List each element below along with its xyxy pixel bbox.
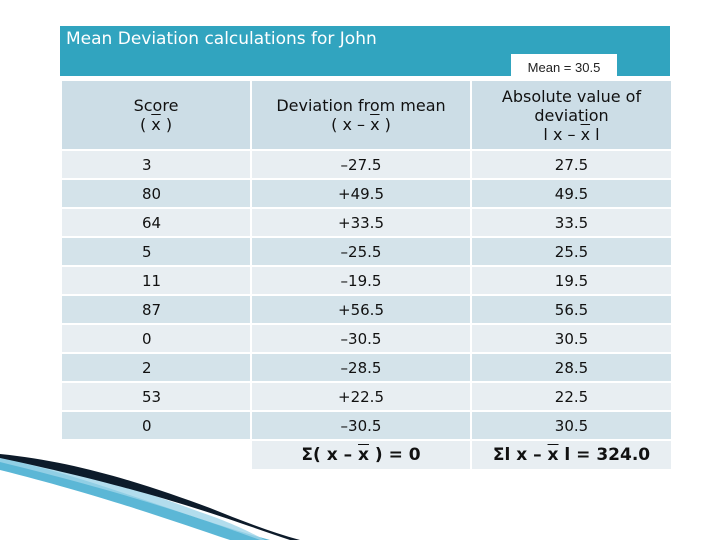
absolute-deviation-cell: 30.5 <box>470 410 673 441</box>
score-cell: 87 <box>60 294 252 325</box>
slide-title: Mean Deviation calculations for John <box>66 29 377 49</box>
deviation-cell: +56.5 <box>250 294 472 325</box>
header-score-symbol: ( x ) <box>139 115 173 134</box>
absolute-deviation-cell: 33.5 <box>470 207 673 238</box>
table-row: 5 –25.5 25.5 <box>60 236 673 267</box>
table-row: 53 +22.5 22.5 <box>60 381 673 412</box>
header-absolute-symbol: l x – x l <box>543 124 600 144</box>
table-row: 0 –30.5 30.5 <box>60 323 673 354</box>
sum-blank-cell <box>60 439 252 471</box>
title-bar: Mean Deviation calculations for John Mea… <box>60 26 670 81</box>
score-cell: 11 <box>60 265 252 296</box>
deviation-cell: +22.5 <box>250 381 472 412</box>
mean-label: Mean = 30.5 <box>511 54 617 81</box>
score-cell: 0 <box>60 410 252 441</box>
absolute-deviation-cell: 28.5 <box>470 352 673 383</box>
table-row: 11 –19.5 19.5 <box>60 265 673 296</box>
deviation-cell: –19.5 <box>250 265 472 296</box>
score-cell: 5 <box>60 236 252 267</box>
absolute-deviation-cell: 27.5 <box>470 149 673 180</box>
score-cell: 64 <box>60 207 252 238</box>
absolute-deviation-cell: 30.5 <box>470 323 673 354</box>
mean-deviation-table: Score ( x ) Deviation from mean ( x – x … <box>60 79 673 471</box>
table-header-row: Score ( x ) Deviation from mean ( x – x … <box>60 79 673 151</box>
header-deviation-label: Deviation from mean <box>276 96 446 115</box>
deviation-cell: –30.5 <box>250 323 472 354</box>
table-row: 80 +49.5 49.5 <box>60 178 673 209</box>
decorative-wave <box>0 454 300 540</box>
deviation-cell: –25.5 <box>250 236 472 267</box>
deviation-cell: –30.5 <box>250 410 472 441</box>
score-cell: 53 <box>60 381 252 412</box>
score-cell: 80 <box>60 178 252 209</box>
deviation-cell: +33.5 <box>250 207 472 238</box>
header-score-label: Score <box>133 96 179 115</box>
table-row: 64 +33.5 33.5 <box>60 207 673 238</box>
deviation-cell: –27.5 <box>250 149 472 180</box>
absolute-deviation-cell: 49.5 <box>470 178 673 209</box>
absolute-deviation-cell: 56.5 <box>470 294 673 325</box>
absolute-deviation-cell: 22.5 <box>470 381 673 412</box>
absolute-deviation-cell: 25.5 <box>470 236 673 267</box>
deviation-cell: –28.5 <box>250 352 472 383</box>
header-deviation-symbol: ( x – x ) <box>331 115 391 134</box>
score-cell: 2 <box>60 352 252 383</box>
header-absolute-label: Absolute value of deviation <box>501 86 642 125</box>
table-row: 87 +56.5 56.5 <box>60 294 673 325</box>
sum-deviation-cell: Σ( x – x ) = 0 <box>250 439 472 471</box>
score-cell: 0 <box>60 323 252 354</box>
header-absolute: Absolute value of deviation l x – x l <box>470 79 673 151</box>
header-deviation: Deviation from mean ( x – x ) <box>250 79 472 151</box>
table-row: 0 –30.5 30.5 <box>60 410 673 441</box>
score-cell: 3 <box>60 149 252 180</box>
table-row: 3 –27.5 27.5 <box>60 149 673 180</box>
absolute-deviation-cell: 19.5 <box>470 265 673 296</box>
sum-absolute-cell: Σl x – x l = 324.0 <box>470 439 673 471</box>
table-row: 2 –28.5 28.5 <box>60 352 673 383</box>
header-score: Score ( x ) <box>60 79 252 151</box>
sum-row: Σ( x – x ) = 0 Σl x – x l = 324.0 <box>60 439 673 471</box>
deviation-cell: +49.5 <box>250 178 472 209</box>
